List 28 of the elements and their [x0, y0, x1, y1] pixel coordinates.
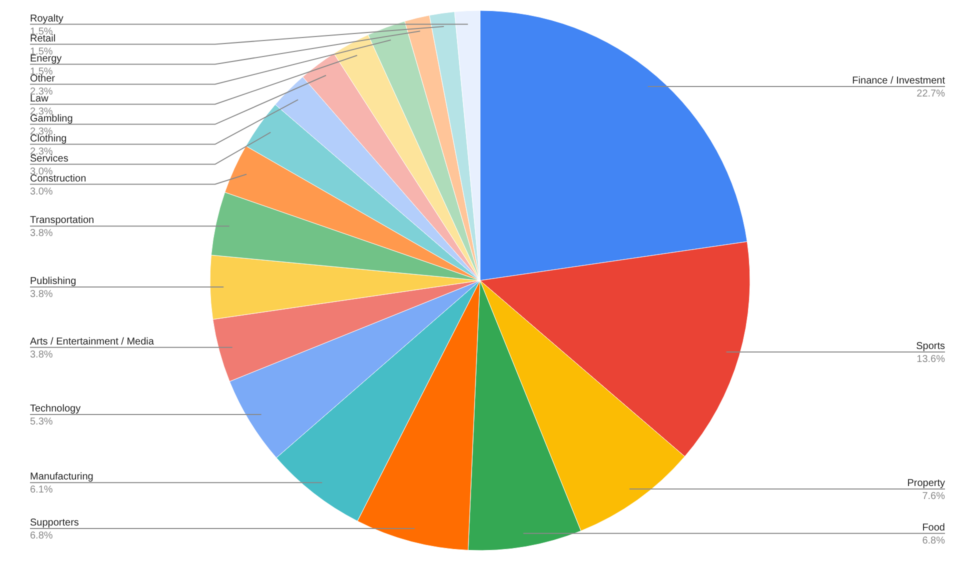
- data-label: 3.8%: [30, 349, 53, 360]
- data-label: 6.8%: [922, 535, 946, 546]
- slice-label: Supporters: [30, 518, 79, 529]
- slice-label: Services: [30, 153, 68, 164]
- data-label: 6.8%: [30, 530, 53, 542]
- slice-label: Sports: [916, 341, 945, 352]
- slice-label: Property: [907, 478, 945, 489]
- data-label: 22.7%: [916, 88, 946, 100]
- slice-label: Other: [30, 73, 56, 84]
- data-label: 3.8%: [30, 288, 53, 300]
- slice-label: Arts / Entertainment / Media: [30, 336, 154, 348]
- slice-label: Transportation: [30, 215, 94, 226]
- data-label: 3.0%: [30, 186, 53, 198]
- data-label: 5.3%: [30, 416, 53, 428]
- slice-label: Royalty: [30, 13, 64, 24]
- data-label: 6.1%: [30, 484, 53, 496]
- data-label: 3.8%: [30, 228, 53, 240]
- slice-label: Publishing: [30, 276, 76, 287]
- slice-label: Law: [30, 93, 50, 104]
- slice-label: Finance / Investment: [852, 76, 946, 87]
- slice-label: Construction: [30, 173, 86, 184]
- data-label: 13.6%: [916, 354, 946, 366]
- slice-label: Clothing: [30, 133, 67, 144]
- data-label: 7.6%: [922, 490, 946, 502]
- slice-label: Manufacturing: [30, 472, 94, 483]
- slice-label: Technology: [30, 404, 81, 415]
- slice-label: Energy: [30, 53, 62, 64]
- slice-label: Food: [922, 522, 945, 534]
